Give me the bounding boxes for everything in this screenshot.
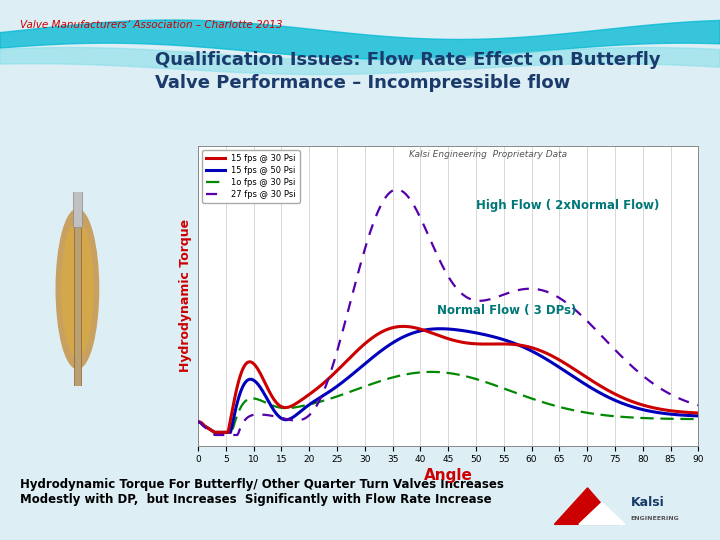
Line: 1o fps @ 30 Psi: 1o fps @ 30 Psi	[198, 372, 698, 433]
Text: ENGINEERING: ENGINEERING	[631, 516, 680, 521]
1o fps @ 30 Psi	[194, 418, 202, 425]
27 fps @ 30 Psi	[422, 227, 431, 233]
1o fps @ 30 Psi	[421, 369, 430, 375]
15 fps @ 30 Psi	[694, 410, 703, 416]
15 fps @ 30 Psi	[572, 367, 581, 374]
15 fps @ 30 Psi	[283, 404, 292, 410]
Text: Kalsi Engineering  Proprietary Data: Kalsi Engineering Proprietary Data	[409, 150, 567, 159]
X-axis label: Angle: Angle	[424, 468, 472, 483]
15 fps @ 50 Psi	[194, 418, 202, 425]
27 fps @ 30 Psi	[323, 378, 332, 384]
15 fps @ 50 Psi	[323, 390, 332, 396]
Line: 27 fps @ 30 Psi: 27 fps @ 30 Psi	[198, 190, 698, 435]
Text: Normal Flow ( 3 DPs): Normal Flow ( 3 DPs)	[437, 304, 577, 317]
Y-axis label: Hydrodynamic Torque: Hydrodynamic Torque	[179, 219, 192, 372]
Ellipse shape	[62, 221, 93, 357]
Legend: 15 fps @ 30 Psi, 15 fps @ 50 Psi, 1o fps @ 30 Psi, 27 fps @ 30 Psi: 15 fps @ 30 Psi, 15 fps @ 50 Psi, 1o fps…	[202, 150, 300, 203]
Ellipse shape	[56, 209, 99, 369]
15 fps @ 50 Psi	[436, 326, 444, 332]
Polygon shape	[554, 488, 619, 524]
Polygon shape	[579, 502, 625, 524]
27 fps @ 30 Psi	[283, 416, 292, 423]
15 fps @ 50 Psi	[421, 327, 430, 333]
Text: Qualification Issues: Flow Rate Effect on Butterfly
Valve Performance – Incompre: Qualification Issues: Flow Rate Effect o…	[155, 51, 660, 92]
Bar	[73, 188, 82, 227]
15 fps @ 50 Psi	[529, 349, 538, 355]
27 fps @ 30 Psi	[490, 295, 499, 301]
15 fps @ 30 Psi	[529, 345, 538, 352]
27 fps @ 30 Psi	[529, 286, 538, 292]
27 fps @ 30 Psi	[572, 308, 581, 314]
15 fps @ 30 Psi	[490, 341, 499, 347]
1o fps @ 30 Psi	[572, 408, 581, 414]
15 fps @ 30 Psi	[422, 328, 431, 334]
15 fps @ 30 Psi	[399, 323, 408, 329]
1o fps @ 30 Psi	[694, 416, 703, 422]
15 fps @ 50 Psi	[283, 416, 292, 423]
Line: 15 fps @ 30 Psi: 15 fps @ 30 Psi	[198, 326, 698, 433]
Text: Hydrodynamic Torque For Butterfly/ Other Quarter Turn Valves Increases
Modestly : Hydrodynamic Torque For Butterfly/ Other…	[20, 478, 504, 506]
Bar	[74, 192, 81, 386]
27 fps @ 30 Psi	[392, 186, 401, 193]
1o fps @ 30 Psi	[283, 405, 292, 411]
Line: 15 fps @ 50 Psi: 15 fps @ 50 Psi	[198, 329, 698, 433]
15 fps @ 50 Psi	[210, 429, 219, 436]
15 fps @ 30 Psi	[194, 418, 202, 425]
15 fps @ 30 Psi	[323, 376, 332, 383]
1o fps @ 30 Psi	[323, 396, 332, 403]
Text: High Flow ( 2xNormal Flow): High Flow ( 2xNormal Flow)	[476, 199, 660, 212]
1o fps @ 30 Psi	[529, 396, 538, 402]
Text: Kalsi: Kalsi	[631, 496, 665, 509]
27 fps @ 30 Psi	[694, 402, 703, 408]
27 fps @ 30 Psi	[194, 418, 202, 425]
27 fps @ 30 Psi	[210, 432, 219, 438]
1o fps @ 30 Psi	[210, 429, 219, 436]
Text: Valve Manufacturers’ Association – Charlotte 2013: Valve Manufacturers’ Association – Charl…	[20, 20, 283, 30]
1o fps @ 30 Psi	[428, 369, 436, 375]
1o fps @ 30 Psi	[490, 382, 499, 388]
15 fps @ 50 Psi	[490, 334, 499, 340]
15 fps @ 50 Psi	[572, 375, 581, 382]
15 fps @ 30 Psi	[210, 429, 219, 436]
15 fps @ 50 Psi	[694, 413, 703, 419]
